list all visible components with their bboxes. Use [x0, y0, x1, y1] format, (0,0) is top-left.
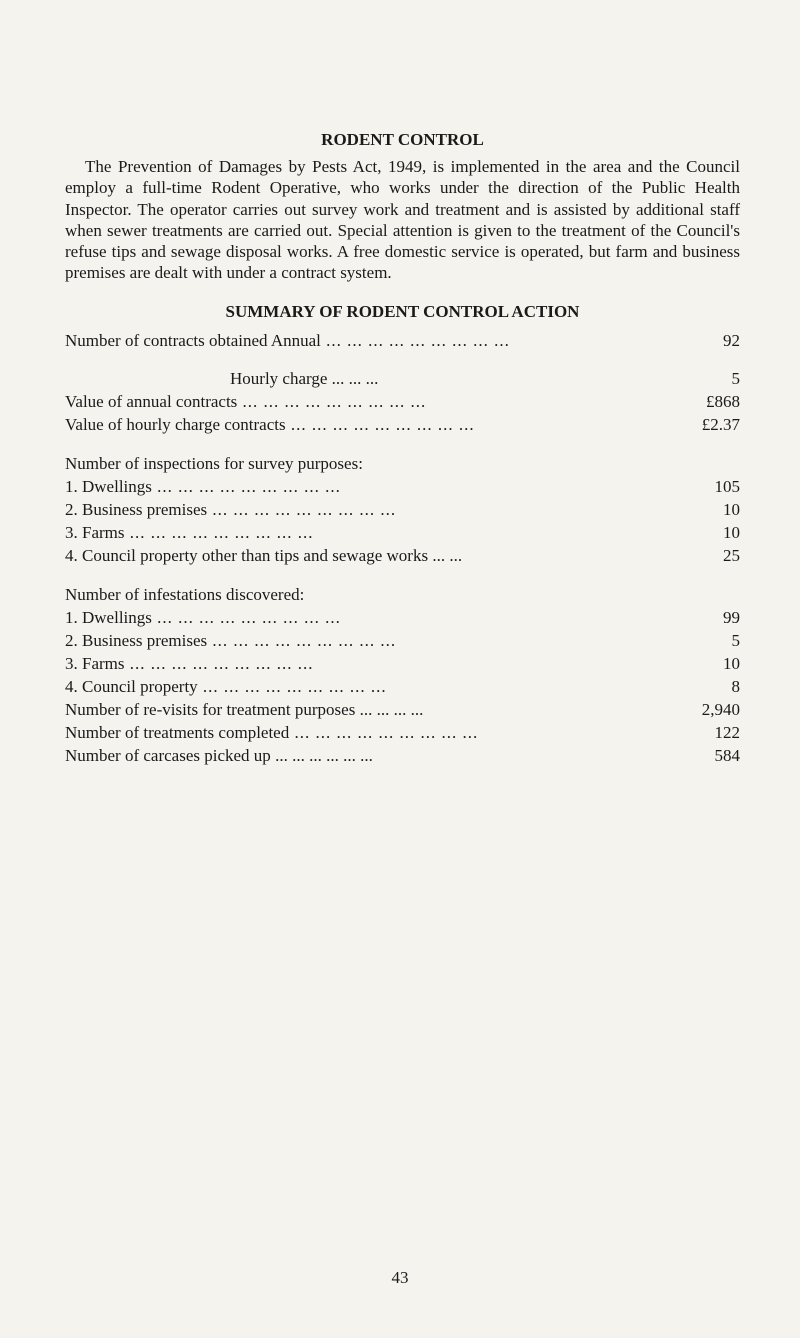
value: 8 — [680, 676, 740, 699]
label: Hourly charge ... ... ... — [65, 368, 680, 391]
label: 3. Farms — [65, 522, 680, 545]
row-inf-3: 3. Farms 10 — [65, 653, 740, 676]
value: 92 — [680, 330, 740, 353]
label: Number of carcases picked up ... ... ...… — [65, 745, 680, 768]
row-hourly-value: Value of hourly charge contracts £2.37 — [65, 414, 740, 437]
summary-title: SUMMARY OF RODENT CONTROL ACTION — [65, 302, 740, 322]
value: 5 — [680, 630, 740, 653]
row-carcases: Number of carcases picked up ... ... ...… — [65, 745, 740, 768]
label: Number of re-visits for treatment purpos… — [65, 699, 680, 722]
label: 1. Dwellings — [65, 607, 680, 630]
value: 122 — [680, 722, 740, 745]
page-number: 43 — [0, 1268, 800, 1288]
row-treatments: Number of treatments completed 122 — [65, 722, 740, 745]
infestations-header: Number of infestations discovered: — [65, 584, 740, 607]
value: 2,940 — [680, 699, 740, 722]
body-paragraph: The Prevention of Damages by Pests Act, … — [65, 156, 740, 284]
label: Value of hourly charge contracts — [65, 414, 680, 437]
label: Number of inspections for survey purpose… — [65, 453, 740, 476]
row-annual-value: Value of annual contracts £868 — [65, 391, 740, 414]
label: 2. Business premises — [65, 630, 680, 653]
label: 3. Farms — [65, 653, 680, 676]
row-contracts-annual: Number of contracts obtained Annual 92 — [65, 330, 740, 353]
row-insp-1: 1. Dwellings 105 — [65, 476, 740, 499]
section-title: RODENT CONTROL — [65, 130, 740, 150]
label: 4. Council property other than tips and … — [65, 545, 680, 568]
row-hourly-charge: Hourly charge ... ... ... 5 — [65, 368, 740, 391]
label: Number of infestations discovered: — [65, 584, 740, 607]
label: 2. Business premises — [65, 499, 680, 522]
row-inf-1: 1. Dwellings 99 — [65, 607, 740, 630]
label: 1. Dwellings — [65, 476, 680, 499]
row-inf-2: 2. Business premises 5 — [65, 630, 740, 653]
value: 584 — [680, 745, 740, 768]
row-revisits: Number of re-visits for treatment purpos… — [65, 699, 740, 722]
label: Value of annual contracts — [65, 391, 680, 414]
row-inf-4: 4. Council property 8 — [65, 676, 740, 699]
value: 105 — [680, 476, 740, 499]
value: 10 — [680, 522, 740, 545]
label: Number of treatments completed — [65, 722, 680, 745]
value: 5 — [680, 368, 740, 391]
row-insp-2: 2. Business premises 10 — [65, 499, 740, 522]
value: 99 — [680, 607, 740, 630]
label: Number of contracts obtained Annual — [65, 330, 680, 353]
inspections-header: Number of inspections for survey purpose… — [65, 453, 740, 476]
value: £868 — [680, 391, 740, 414]
value: 10 — [680, 653, 740, 676]
value: £2.37 — [680, 414, 740, 437]
value: 25 — [680, 545, 740, 568]
row-insp-3: 3. Farms 10 — [65, 522, 740, 545]
row-insp-4: 4. Council property other than tips and … — [65, 545, 740, 568]
label: 4. Council property — [65, 676, 680, 699]
value: 10 — [680, 499, 740, 522]
